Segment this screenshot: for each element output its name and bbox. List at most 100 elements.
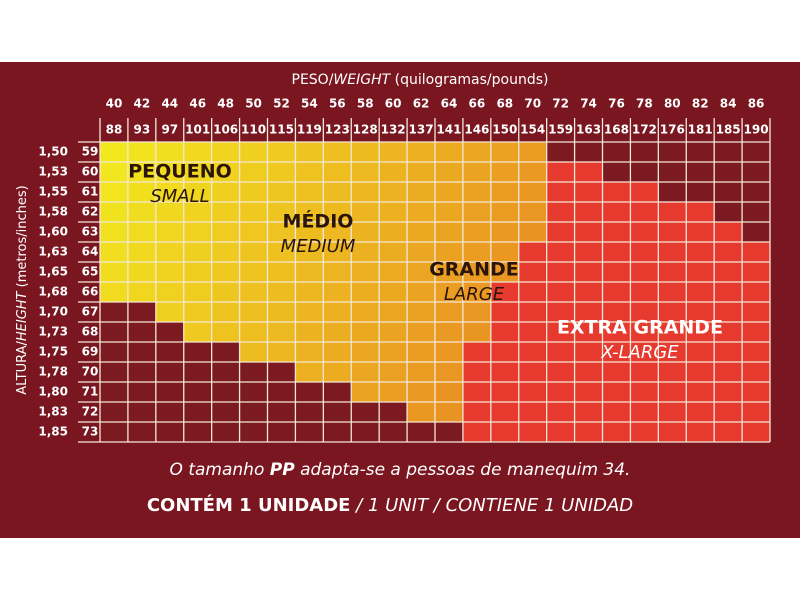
grid-cell xyxy=(295,222,324,242)
grid-cell xyxy=(239,222,268,242)
grid-cell xyxy=(686,162,715,182)
grid-cell xyxy=(100,282,128,302)
height-in-label: 61 xyxy=(82,185,99,199)
grid-cell xyxy=(155,242,184,262)
height-m-label: 1,73 xyxy=(38,325,68,339)
weight-kg-label: 72 xyxy=(552,97,569,111)
grid-cell xyxy=(183,422,212,442)
grid-cell xyxy=(574,362,603,382)
height-in-label: 59 xyxy=(82,145,99,159)
grid-cell xyxy=(211,362,240,382)
grid-cell xyxy=(658,322,687,342)
grid-cell xyxy=(127,182,156,202)
grid-cell xyxy=(686,322,715,342)
grid-cell xyxy=(211,182,240,202)
grid-cell xyxy=(490,362,519,382)
weight-lb-label: 141 xyxy=(436,123,461,137)
grid-cell xyxy=(351,282,380,302)
size-name: MÉDIO xyxy=(283,210,354,233)
grid-cell xyxy=(630,422,659,442)
height-in-label: 67 xyxy=(82,305,99,319)
grid-cell xyxy=(546,222,575,242)
grid-cell xyxy=(211,262,240,282)
grid-cell xyxy=(100,222,128,242)
grid-cell xyxy=(351,402,380,422)
grid-cell xyxy=(490,282,519,302)
grid-cell xyxy=(546,382,575,402)
grid-cell xyxy=(100,322,128,342)
grid-cell xyxy=(462,382,491,402)
height-m-label: 1,60 xyxy=(38,225,68,239)
grid-cell xyxy=(323,222,352,242)
grid-cell xyxy=(239,342,268,362)
grid-cell xyxy=(602,302,631,322)
weight-title-units: (quilogramas/pounds) xyxy=(390,72,548,88)
weight-kg-label: 74 xyxy=(580,97,597,111)
weight-kg-label: 76 xyxy=(608,97,625,111)
grid-cell xyxy=(546,342,575,362)
grid-cell xyxy=(323,302,352,322)
grid-cell xyxy=(295,422,324,442)
grid-cell xyxy=(295,242,324,262)
weight-kg-label: 40 xyxy=(106,97,123,111)
grid-cell xyxy=(574,402,603,422)
note-end: adapta-se a pessoas de manequim 34. xyxy=(295,460,631,480)
grid-cell xyxy=(127,322,156,342)
grid-cell xyxy=(518,142,547,162)
grid-cell xyxy=(462,162,491,182)
weight-lb-label: 150 xyxy=(492,123,517,137)
grid-cell xyxy=(742,302,770,322)
grid-cell xyxy=(407,302,435,322)
grid-cell xyxy=(518,282,547,302)
grid-cell xyxy=(379,282,408,302)
grid-cell xyxy=(490,262,519,282)
grid-cell xyxy=(546,322,575,342)
weight-kg-label: 66 xyxy=(469,97,486,111)
grid-cell xyxy=(155,182,184,202)
grid-cell xyxy=(742,242,770,262)
grid-cell xyxy=(658,422,687,442)
grid-cell xyxy=(407,382,435,402)
grid-cell xyxy=(100,302,128,322)
grid-cell xyxy=(239,382,268,402)
weight-lb-label: 119 xyxy=(297,123,322,137)
grid-cell xyxy=(239,422,268,442)
grid-cell xyxy=(267,162,296,182)
grid-cell xyxy=(379,142,408,162)
height-m-label: 1,63 xyxy=(38,245,68,259)
grid-cell xyxy=(686,222,715,242)
grid-cell xyxy=(267,202,296,222)
grid-cell xyxy=(490,302,519,322)
grid-cell xyxy=(100,422,128,442)
grid-cell xyxy=(574,262,603,282)
grid-cell xyxy=(490,342,519,362)
grid-cell xyxy=(211,302,240,322)
grid-cell xyxy=(183,162,212,182)
grid-cell xyxy=(742,362,770,382)
grid-cell xyxy=(239,162,268,182)
grid-cell xyxy=(686,302,715,322)
grid-cell xyxy=(127,362,156,382)
grid-cell xyxy=(546,202,575,222)
weight-kg-label: 52 xyxy=(273,97,290,111)
size-name: GRANDE xyxy=(429,259,519,281)
grid-cell xyxy=(686,142,715,162)
weight-kg-label: 70 xyxy=(524,97,541,111)
grid-cell xyxy=(518,222,547,242)
weight-lb-label: 88 xyxy=(106,123,123,137)
grid-cell xyxy=(155,202,184,222)
grid-cell xyxy=(658,222,687,242)
grid-cell xyxy=(462,322,491,342)
grid-cell xyxy=(518,242,547,262)
grid-cell xyxy=(183,262,212,282)
grid-cell xyxy=(435,142,463,162)
height-m-label: 1,55 xyxy=(38,185,68,199)
grid-cell xyxy=(742,202,770,222)
grid-cell xyxy=(462,402,491,422)
height-in-label: 62 xyxy=(82,205,99,219)
weight-lb-label: 176 xyxy=(660,123,685,137)
weight-lb-label: 137 xyxy=(409,123,434,137)
grid-cell xyxy=(100,202,128,222)
grid-cell xyxy=(602,262,631,282)
grid-cell xyxy=(239,282,268,302)
